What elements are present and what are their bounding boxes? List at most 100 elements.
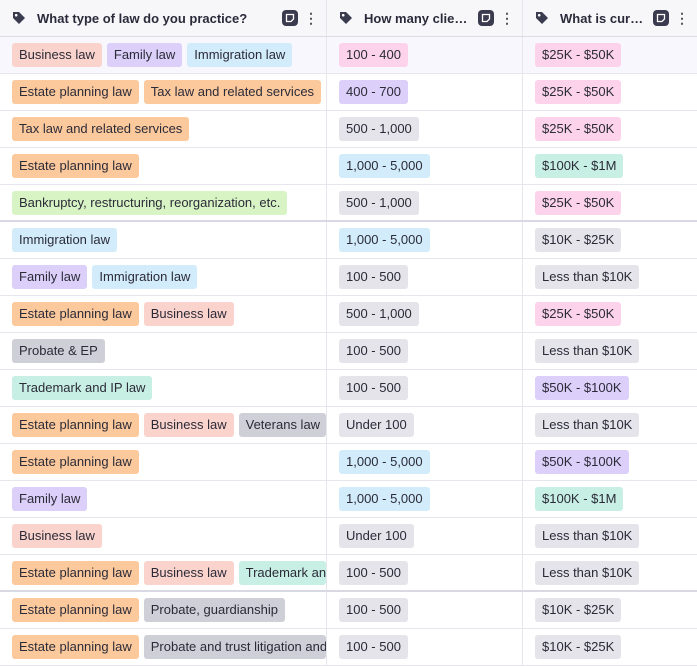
revenue-cell[interactable]: Less than $10K — [523, 259, 697, 295]
tag-chip[interactable]: Estate planning law — [12, 560, 139, 585]
tag-chip[interactable]: 100 - 400 — [339, 43, 408, 67]
law-type-cell[interactable]: Estate planning law — [0, 444, 327, 480]
tag-chip[interactable]: Family law — [12, 487, 88, 511]
tag-chip[interactable]: Estate planning law — [12, 80, 139, 104]
clients-cell[interactable]: 100 - 500 — [327, 592, 523, 628]
law-type-cell[interactable]: Estate planning law Probate, guardianship — [0, 592, 327, 628]
law-type-cell[interactable]: Estate planning law Business law — [0, 296, 327, 332]
revenue-cell[interactable]: Less than $10K — [523, 555, 697, 590]
clients-cell[interactable]: 100 - 500 — [327, 333, 523, 369]
law-type-cell[interactable]: Family law — [0, 481, 327, 517]
clients-cell[interactable]: 500 - 1,000 — [327, 296, 523, 332]
table-row[interactable]: Family law Immigration law 100 - 500 Less t… — [0, 259, 697, 296]
tag-chip[interactable]: Bankruptcy, restructuring, reorganizatio… — [12, 190, 288, 215]
clients-cell[interactable]: 400 - 700 — [327, 74, 523, 110]
tag-chip[interactable]: Under 100 — [339, 524, 414, 548]
tag-chip[interactable]: Tax law and related services — [12, 117, 190, 141]
tag-chip[interactable]: Immigration law — [187, 43, 293, 67]
revenue-cell[interactable]: $100K - $1M — [523, 481, 697, 517]
clients-cell[interactable]: 1,000 - 5,000 — [327, 222, 523, 258]
tag-chip[interactable]: Probate & EP — [12, 339, 105, 363]
table-row[interactable]: Business law Under 100 Less than $10K — [0, 518, 697, 555]
tag-chip[interactable]: Less than $10K — [535, 560, 640, 585]
tag-chip[interactable]: Less than $10K — [535, 339, 640, 363]
tag-chip[interactable]: Business law — [143, 413, 234, 437]
tag-chip[interactable]: Veterans law — [238, 413, 326, 437]
tag-chip[interactable]: $10K - $25K — [535, 228, 622, 252]
tag-chip[interactable]: Immigration law — [12, 228, 118, 252]
revenue-cell[interactable]: $100K - $1M — [523, 148, 697, 184]
law-type-cell[interactable]: Family law Immigration law — [0, 259, 327, 295]
law-type-cell[interactable]: Bankruptcy, restructuring, reorganizatio… — [0, 185, 327, 220]
tag-chip[interactable]: $10K - $25K — [535, 635, 622, 659]
tag-chip[interactable]: 100 - 500 — [339, 339, 408, 363]
tag-chip[interactable]: 1,000 - 5,000 — [339, 228, 430, 252]
tag-chip[interactable]: Estate planning law — [12, 302, 139, 326]
tag-chip[interactable]: Business law — [143, 560, 234, 585]
tag-chip[interactable]: $25K - $50K — [535, 117, 622, 141]
clients-cell[interactable]: 500 - 1,000 — [327, 111, 523, 147]
revenue-cell[interactable]: $10K - $25K — [523, 592, 697, 628]
table-row[interactable]: Family law 1,000 - 5,000 $100K - $1M — [0, 481, 697, 518]
tag-chip[interactable]: 1,000 - 5,000 — [339, 487, 430, 511]
tag-chip[interactable]: 500 - 1,000 — [339, 302, 419, 326]
table-row[interactable]: Bankruptcy, restructuring, reorganizatio… — [0, 185, 697, 222]
revenue-cell[interactable]: $25K - $50K — [523, 296, 697, 332]
law-type-cell[interactable]: Probate & EP — [0, 333, 327, 369]
note-icon[interactable] — [282, 10, 298, 26]
tag-chip[interactable]: 100 - 500 — [339, 376, 408, 400]
law-type-cell[interactable]: Estate planning law Business law Trademark… — [0, 555, 327, 590]
revenue-cell[interactable]: $50K - $100K — [523, 370, 697, 406]
revenue-cell[interactable]: $25K - $50K — [523, 185, 697, 220]
tag-chip[interactable]: 100 - 500 — [339, 598, 408, 622]
tag-chip[interactable]: Less than $10K — [535, 524, 640, 548]
clients-cell[interactable]: 1,000 - 5,000 — [327, 481, 523, 517]
revenue-cell[interactable]: Less than $10K — [523, 333, 697, 369]
table-row[interactable]: Estate planning law Business law Veterans … — [0, 407, 697, 444]
tag-chip[interactable]: $50K - $100K — [535, 376, 629, 400]
revenue-cell[interactable]: $25K - $50K — [523, 111, 697, 147]
tag-chip[interactable]: 100 - 500 — [339, 560, 408, 585]
revenue-cell[interactable]: $25K - $50K — [523, 74, 697, 110]
clients-cell[interactable]: Under 100 — [327, 407, 523, 443]
tag-chip[interactable]: Trademark and IP law — [12, 376, 153, 400]
tag-chip[interactable]: Less than $10K — [535, 413, 640, 437]
tag-chip[interactable]: Estate planning law — [12, 635, 139, 659]
table-row[interactable]: Estate planning law Business law 500 - 1,0… — [0, 296, 697, 333]
clients-cell[interactable]: 1,000 - 5,000 — [327, 148, 523, 184]
tag-chip[interactable]: Probate and trust litigation and — [143, 635, 326, 659]
table-row[interactable]: Estate planning law Business law Trademark… — [0, 555, 697, 592]
clients-cell[interactable]: 1,000 - 5,000 — [327, 444, 523, 480]
column-header-law-type[interactable]: What type of law do you practice? ⋮ — [0, 0, 327, 36]
law-type-cell[interactable]: Trademark and IP law — [0, 370, 327, 406]
clients-cell[interactable]: 100 - 400 — [327, 37, 523, 73]
tag-chip[interactable]: $10K - $25K — [535, 598, 622, 622]
table-row[interactable]: Estate planning law Probate and trust lit… — [0, 629, 697, 666]
tag-chip[interactable]: Estate planning law — [12, 598, 139, 622]
tag-chip[interactable]: $50K - $100K — [535, 450, 629, 474]
table-row[interactable]: Tax law and related services 500 - 1,000 $… — [0, 111, 697, 148]
tag-chip[interactable]: Estate planning law — [12, 450, 139, 474]
revenue-cell[interactable]: $10K - $25K — [523, 222, 697, 258]
table-row[interactable]: Estate planning law 1,000 - 5,000 $50K - $… — [0, 444, 697, 481]
tag-chip[interactable]: Business law — [12, 43, 102, 67]
clients-cell[interactable]: 100 - 500 — [327, 259, 523, 295]
tag-chip[interactable]: Estate planning law — [12, 413, 139, 437]
table-row[interactable]: Business law Family law Immigration law 100… — [0, 37, 697, 74]
revenue-cell[interactable]: Less than $10K — [523, 518, 697, 554]
tag-chip[interactable]: Family law — [106, 43, 183, 67]
table-row[interactable]: Trademark and IP law 100 - 500 $50K - $100… — [0, 370, 697, 407]
tag-chip[interactable]: Under 100 — [339, 413, 414, 437]
revenue-cell[interactable]: $10K - $25K — [523, 629, 697, 665]
tag-chip[interactable]: 1,000 - 5,000 — [339, 450, 430, 474]
law-type-cell[interactable]: Business law — [0, 518, 327, 554]
table-row[interactable]: Estate planning law Tax law and related s… — [0, 74, 697, 111]
tag-chip[interactable]: 100 - 500 — [339, 265, 408, 289]
law-type-cell[interactable]: Estate planning law Probate and trust lit… — [0, 629, 327, 665]
tag-chip[interactable]: $25K - $50K — [535, 302, 622, 326]
tag-chip[interactable]: $100K - $1M — [535, 487, 624, 511]
note-icon[interactable] — [653, 10, 669, 26]
clients-cell[interactable]: 500 - 1,000 — [327, 185, 523, 220]
more-options-icon[interactable]: ⋮ — [675, 10, 689, 26]
tag-chip[interactable]: $25K - $50K — [535, 190, 622, 215]
